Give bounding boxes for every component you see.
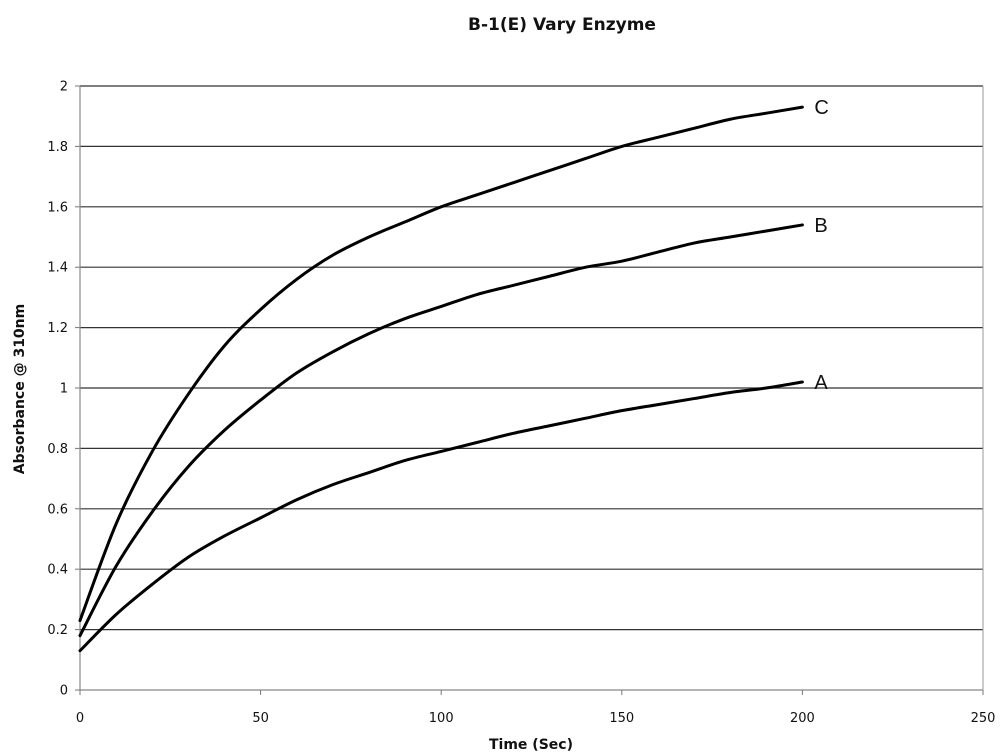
series-line-b: [78, 223, 804, 638]
y-tick-label: 0.4: [47, 563, 68, 578]
x-axis-title: Time (Sec): [489, 737, 573, 753]
series-label-a: A: [814, 372, 828, 394]
y-tick-label: 0.8: [47, 442, 68, 457]
y-tick-label: 1.2: [47, 321, 68, 336]
series-line-a: [78, 380, 804, 653]
series-label-b: B: [814, 215, 827, 237]
y-tick-label: 0.2: [47, 623, 68, 638]
grid: [80, 85, 983, 631]
series-group: [78, 105, 804, 653]
x-tick-label: 250: [971, 711, 996, 726]
x-tick-label: 150: [609, 711, 634, 726]
labels: 0 0.2 0.4 0.6 0.8 1 1.2 1.4 1.6 1.8 2 0 50 100 150 200 2…: [47, 80, 995, 727]
x-tick-label: 100: [429, 711, 454, 726]
y-tick-label: 2: [60, 80, 68, 95]
y-tick-label: 1.8: [47, 140, 68, 155]
y-tick-label: 0: [60, 684, 68, 699]
series-line-c: [78, 105, 804, 623]
y-tick-label: 1.6: [47, 200, 68, 215]
axes: [75, 85, 984, 695]
x-tick-label: 50: [252, 711, 269, 726]
x-tick-label: 0: [76, 711, 84, 726]
chart-title: B-1(E) Vary Enzyme: [468, 15, 656, 35]
y-tick-label: 0.6: [47, 502, 68, 517]
y-tick-label: 1.4: [47, 261, 68, 276]
x-tick-label: 200: [790, 711, 815, 726]
y-axis-title: Absorbance @ 310nm: [12, 304, 28, 474]
y-tick-label: 1: [60, 382, 68, 397]
series-label-c: C: [814, 97, 828, 119]
